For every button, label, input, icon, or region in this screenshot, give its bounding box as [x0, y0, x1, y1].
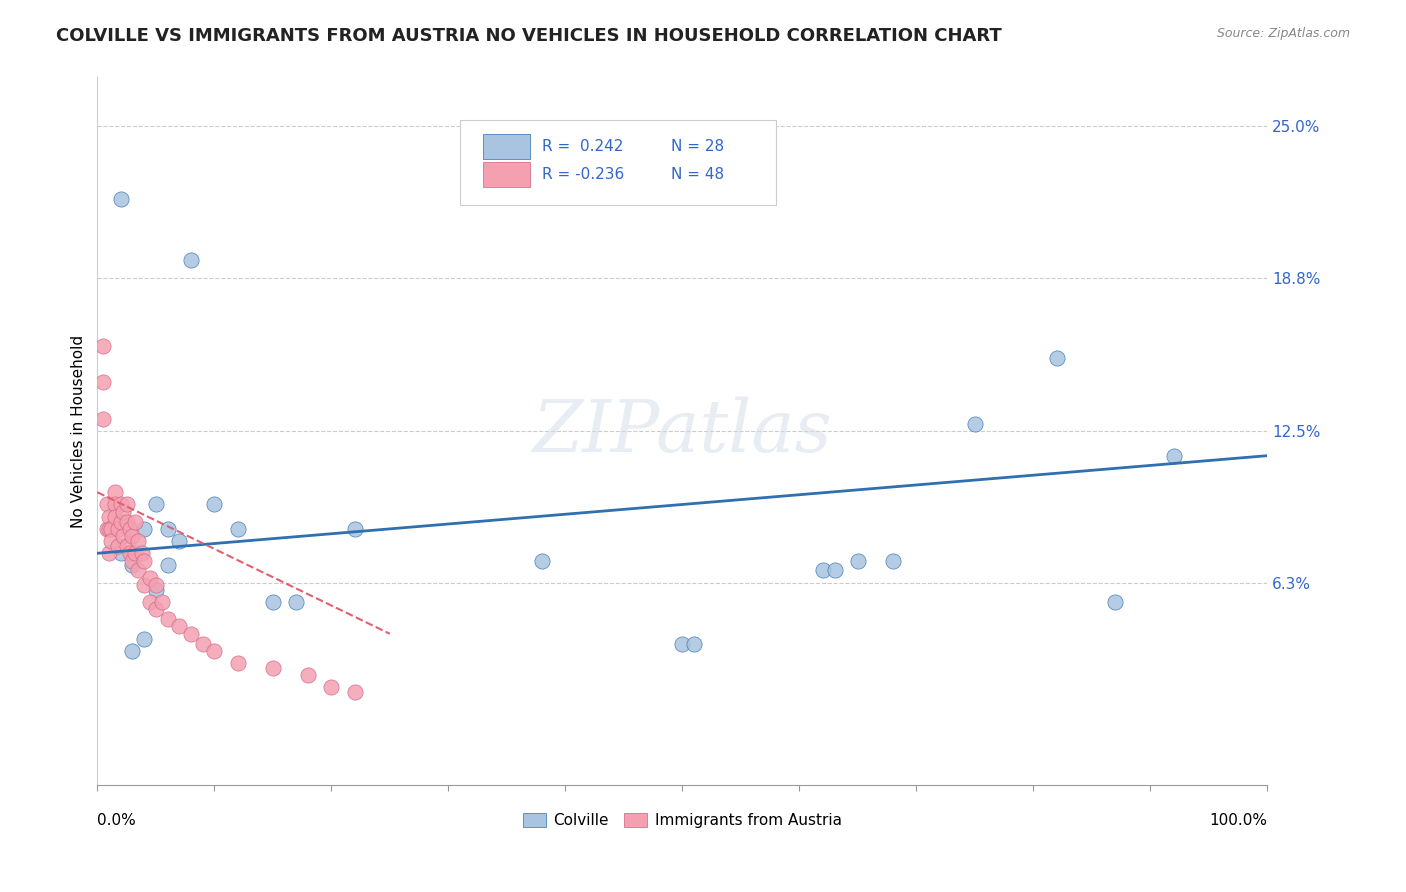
Point [530, 553, 553, 567]
Point [1104, 595, 1126, 609]
Point [285, 595, 308, 609]
Text: 0.0%: 0.0% [97, 814, 136, 829]
Point [120, 522, 142, 536]
Point [139, 571, 162, 585]
Point [824, 563, 846, 577]
Point [115, 539, 138, 553]
Point [98, 546, 121, 560]
Point [112, 505, 135, 519]
Point [96, 498, 118, 512]
Point [134, 553, 156, 567]
FancyBboxPatch shape [460, 120, 776, 205]
Text: N = 28: N = 28 [671, 138, 724, 153]
Point [91, 412, 114, 426]
Point [134, 522, 156, 536]
Point [127, 563, 149, 577]
Point [134, 578, 156, 592]
Point [202, 498, 225, 512]
Point [110, 193, 132, 207]
Point [167, 619, 190, 633]
Point [167, 534, 190, 549]
Point [156, 522, 179, 536]
Point [91, 339, 114, 353]
Point [321, 681, 343, 695]
Point [96, 522, 118, 536]
Point [131, 546, 153, 560]
Point [262, 595, 284, 609]
Text: R =  0.242: R = 0.242 [541, 138, 623, 153]
Point [107, 539, 129, 553]
Point [145, 582, 167, 597]
Point [104, 498, 127, 512]
Point [124, 515, 146, 529]
Point [98, 509, 121, 524]
Point [134, 632, 156, 646]
Point [121, 553, 143, 567]
Point [91, 376, 114, 390]
Point [846, 553, 869, 567]
Point [104, 485, 127, 500]
Point [145, 602, 167, 616]
Point [297, 668, 319, 682]
Point [110, 546, 132, 560]
Point [98, 522, 121, 536]
Point [343, 685, 366, 699]
FancyBboxPatch shape [484, 134, 530, 159]
Point [683, 636, 706, 650]
Point [127, 534, 149, 549]
FancyBboxPatch shape [484, 162, 530, 187]
Point [120, 546, 142, 560]
Point [121, 558, 143, 573]
Point [121, 529, 143, 543]
Text: 100.0%: 100.0% [1209, 814, 1267, 829]
Text: N = 48: N = 48 [671, 167, 724, 182]
Point [180, 253, 202, 268]
Point [156, 558, 179, 573]
Point [262, 661, 284, 675]
Point [115, 498, 138, 512]
Text: COLVILLE VS IMMIGRANTS FROM AUSTRIA NO VEHICLES IN HOUSEHOLD CORRELATION CHART: COLVILLE VS IMMIGRANTS FROM AUSTRIA NO V… [56, 27, 1002, 45]
Point [1046, 351, 1069, 365]
Point [156, 612, 179, 626]
Point [202, 644, 225, 658]
Point [226, 522, 249, 536]
Text: R = -0.236: R = -0.236 [541, 167, 624, 182]
Point [1163, 449, 1185, 463]
Text: ZIPatlas: ZIPatlas [533, 396, 832, 467]
Y-axis label: No Vehicles in Household: No Vehicles in Household [72, 334, 86, 528]
Point [112, 529, 135, 543]
Point [100, 534, 122, 549]
Point [811, 563, 834, 577]
Text: Source: ZipAtlas.com: Source: ZipAtlas.com [1216, 27, 1350, 40]
Point [180, 627, 202, 641]
Point [145, 498, 167, 512]
Point [100, 522, 122, 536]
Point [121, 644, 143, 658]
Point [107, 522, 129, 536]
Point [150, 595, 173, 609]
Point [226, 656, 249, 670]
Point [124, 546, 146, 560]
Point [139, 595, 162, 609]
Point [115, 515, 138, 529]
Point [882, 553, 904, 567]
Legend: Colville, Immigrants from Austria: Colville, Immigrants from Austria [517, 806, 848, 834]
Point [110, 498, 132, 512]
Point [191, 636, 214, 650]
Point [343, 522, 366, 536]
Point [110, 515, 132, 529]
Point [671, 636, 693, 650]
Point [145, 578, 167, 592]
Point [104, 509, 127, 524]
Point [963, 417, 986, 431]
